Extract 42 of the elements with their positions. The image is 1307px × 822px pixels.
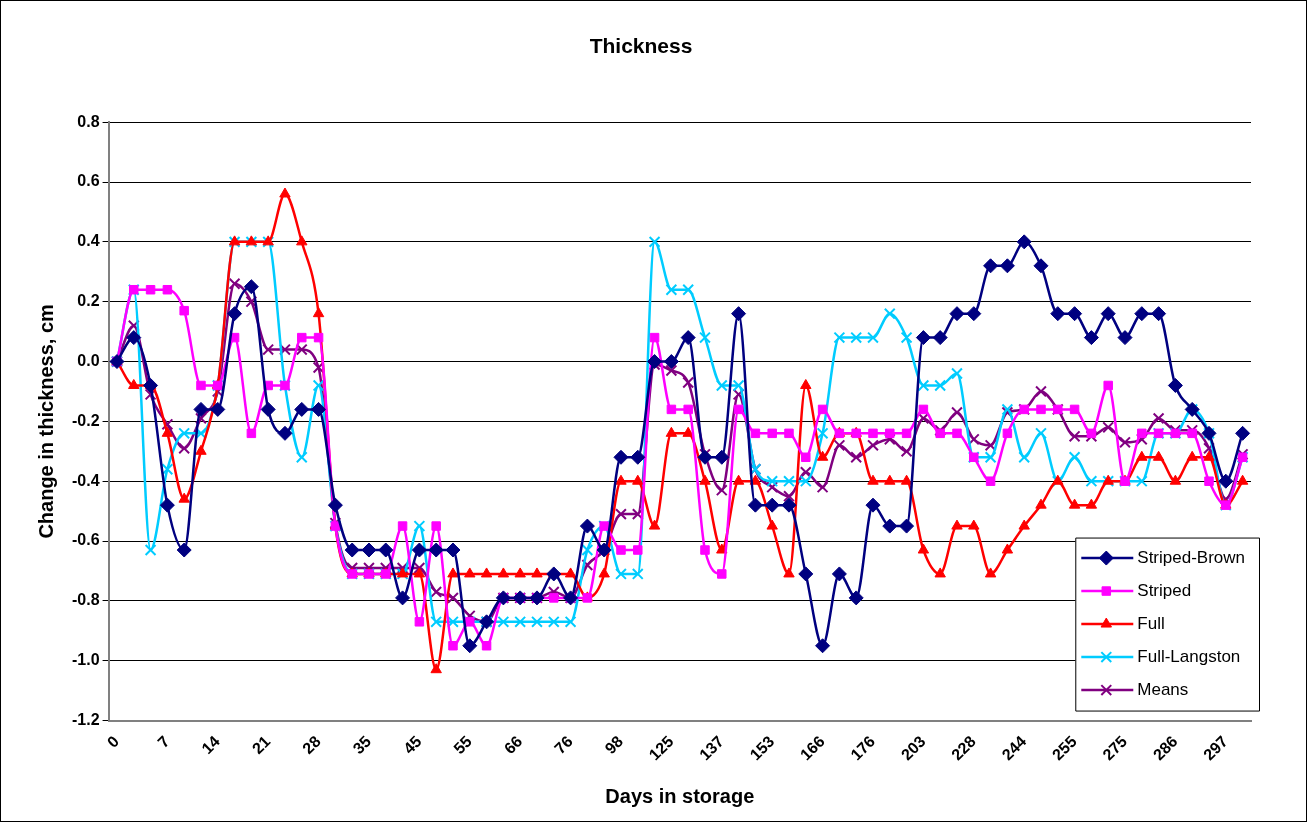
y-tick-label: 0.0	[77, 351, 100, 369]
legend-label: Striped-Brown	[1137, 547, 1246, 567]
y-tick-label: 0.6	[77, 172, 100, 190]
chart-title: Thickness	[589, 34, 693, 58]
x-tick-label: 275	[1099, 732, 1131, 764]
y-tick-label: 0.4	[77, 232, 100, 250]
y-tick-label: -0.2	[71, 411, 100, 429]
x-tick-label: 21	[248, 732, 274, 758]
x-tick-label: 55	[450, 732, 476, 758]
y-tick-label: 0.8	[77, 112, 100, 130]
legend-label: Full	[1137, 613, 1165, 633]
x-tick-label: 35	[349, 732, 375, 758]
y-tick-label: -0.8	[71, 591, 100, 609]
x-tick-label: 45	[400, 732, 425, 758]
y-tick-label: -0.4	[71, 471, 100, 489]
legend-label: Striped	[1137, 580, 1192, 600]
x-tick-label: 286	[1149, 732, 1181, 764]
x-tick-label: 203	[897, 732, 929, 764]
x-tick-label: 125	[645, 732, 677, 764]
y-tick-label: -1.2	[71, 710, 100, 728]
x-tick-label: 153	[746, 732, 778, 764]
x-tick-label: 98	[601, 732, 627, 758]
x-tick-label: 255	[1048, 732, 1080, 764]
x-tick-label: 7	[154, 732, 173, 751]
x-tick-label: 297	[1200, 732, 1232, 764]
x-tick-label: 0	[103, 732, 123, 751]
x-tick-label: 137	[696, 732, 728, 764]
y-axis-title: Change in thickness, cm	[34, 304, 57, 539]
x-tick-label: 166	[796, 732, 828, 764]
y-tick-label: -1.0	[71, 651, 100, 669]
x-tick-label: 76	[551, 732, 576, 758]
legend-label: Full-Langston	[1137, 646, 1241, 666]
y-tick-label: 0.2	[77, 292, 100, 310]
x-tick-label: 244	[998, 732, 1030, 764]
x-tick-label: 28	[299, 732, 324, 758]
x-axis-title: Days in storage	[605, 784, 755, 807]
y-tick-label: -0.6	[71, 531, 100, 549]
x-tick-label: 228	[948, 732, 980, 764]
legend-label: Means	[1137, 679, 1189, 699]
x-tick-label: 176	[847, 732, 879, 764]
x-tick-label: 14	[198, 732, 224, 758]
x-tick-label: 66	[500, 732, 526, 758]
